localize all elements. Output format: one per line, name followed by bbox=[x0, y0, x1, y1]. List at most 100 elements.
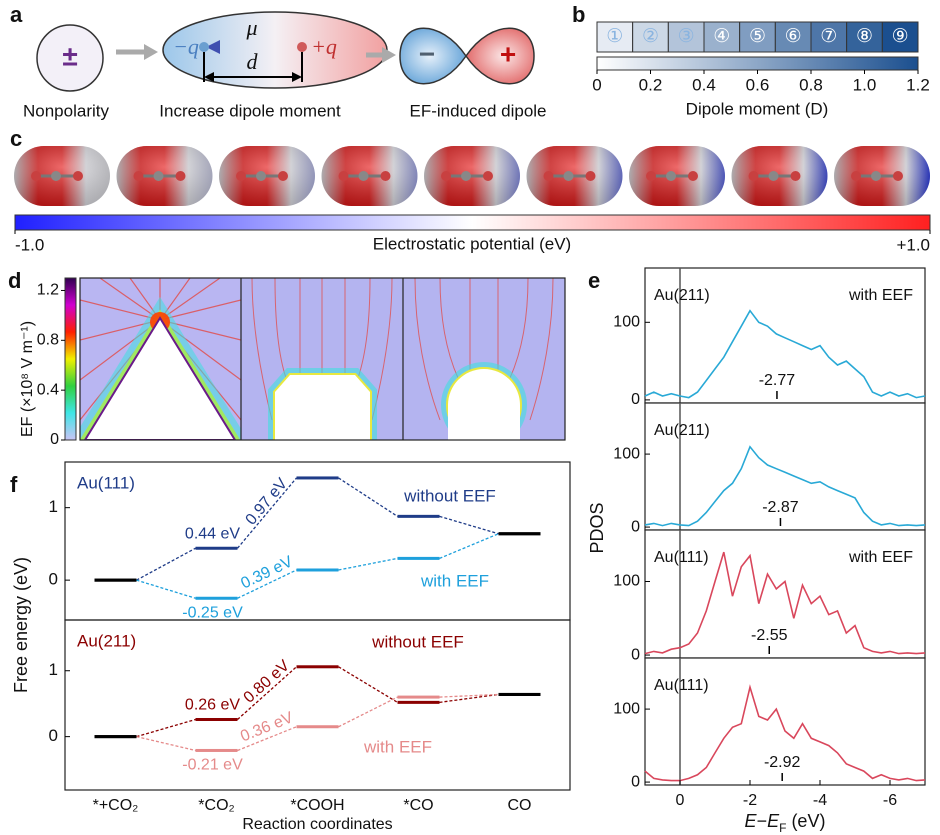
connector bbox=[137, 737, 196, 751]
x-axis-label: Electrostatic potential (eV) bbox=[373, 234, 571, 253]
atom bbox=[544, 171, 554, 181]
chart-title: Au(111) bbox=[77, 473, 135, 492]
y-tick-label: 0 bbox=[49, 570, 58, 589]
distance-symbol: d bbox=[247, 49, 259, 74]
connector bbox=[339, 478, 398, 516]
atom bbox=[73, 171, 83, 181]
value-label: 0.44 eV bbox=[185, 525, 240, 542]
level-label: ② bbox=[642, 26, 659, 47]
value-label: -0.25 eV bbox=[182, 604, 243, 621]
atom bbox=[441, 171, 451, 181]
level-label: ① bbox=[606, 26, 623, 47]
panel-label: a bbox=[10, 2, 23, 27]
x-tick-label: -4 bbox=[813, 792, 827, 809]
atom bbox=[666, 171, 676, 181]
chart-title: Au(211) bbox=[77, 631, 136, 650]
molecule-row bbox=[14, 146, 930, 206]
charge-dot bbox=[297, 42, 307, 52]
series-label: with EEF bbox=[363, 737, 432, 756]
y-tick-label: 1 bbox=[49, 497, 58, 516]
y-tick-label: 100 bbox=[613, 700, 640, 717]
energy-level bbox=[196, 547, 238, 550]
atom bbox=[176, 171, 186, 181]
x-tick-label: +1.0 bbox=[896, 235, 930, 254]
atom bbox=[134, 171, 144, 181]
y-tick-label: 1 bbox=[49, 660, 58, 679]
x-tick-label: 0 bbox=[676, 792, 685, 809]
caption: Increase dipole moment bbox=[159, 101, 341, 120]
x-axis-label: E−EF (eV) bbox=[745, 811, 826, 835]
x-tick-label: CO bbox=[508, 797, 532, 814]
neg-charge: −q bbox=[173, 34, 199, 59]
energy-level bbox=[196, 749, 238, 752]
panel-label: d bbox=[8, 268, 21, 293]
colorbar bbox=[15, 215, 930, 230]
colorbar bbox=[597, 57, 918, 70]
connector bbox=[137, 548, 196, 580]
connector bbox=[137, 580, 196, 598]
level-label: ⑤ bbox=[749, 26, 766, 47]
connector bbox=[440, 516, 499, 533]
y-tick-label: 0 bbox=[49, 726, 58, 745]
annotation: with EEF bbox=[848, 549, 913, 566]
annotation: Au(111) bbox=[654, 677, 709, 694]
arrow-head bbox=[382, 47, 396, 63]
x-axis-label-part: − bbox=[757, 811, 768, 831]
level-label: ⑦ bbox=[820, 26, 837, 47]
field-map bbox=[403, 278, 565, 441]
atom bbox=[769, 171, 779, 181]
x-tick-label: -2 bbox=[743, 792, 757, 809]
atom bbox=[31, 171, 41, 181]
atom bbox=[586, 171, 596, 181]
x-tick-label: 1.0 bbox=[853, 75, 877, 94]
y-tick-label: 0 bbox=[631, 391, 640, 408]
x-tick-label: 0.6 bbox=[746, 75, 770, 94]
connector bbox=[339, 697, 398, 727]
field-map bbox=[241, 278, 403, 440]
atom bbox=[154, 171, 164, 181]
dipole-symbol: μ bbox=[245, 15, 257, 40]
level-label: ⑥ bbox=[785, 26, 802, 47]
series-label: without EEF bbox=[371, 632, 464, 651]
x-tick-label: -6 bbox=[883, 792, 897, 809]
level-label: ③ bbox=[678, 26, 695, 47]
panel-label: c bbox=[10, 126, 22, 151]
y-axis-label: Free energy (eV) bbox=[11, 557, 31, 693]
atom bbox=[688, 171, 698, 181]
caption: EF-induced dipole bbox=[409, 101, 546, 120]
x-tick-label: 0.2 bbox=[639, 75, 663, 94]
energy-level bbox=[196, 718, 238, 721]
atom bbox=[359, 171, 369, 181]
arrow-head bbox=[144, 44, 158, 60]
connector bbox=[339, 667, 398, 703]
atom bbox=[851, 171, 861, 181]
energy-level bbox=[196, 597, 238, 600]
atom bbox=[791, 171, 801, 181]
colorbar bbox=[65, 278, 76, 440]
level-label: ④ bbox=[713, 26, 730, 47]
value-label: -0.21 eV bbox=[182, 757, 243, 774]
y-tick-label: 0 bbox=[631, 518, 640, 535]
energy-level bbox=[499, 532, 541, 535]
atom bbox=[256, 171, 266, 181]
energy-level bbox=[499, 693, 541, 696]
energy-level bbox=[297, 568, 339, 571]
annotation: Au(111) bbox=[654, 549, 709, 566]
x-tick-label: 0.4 bbox=[692, 75, 716, 94]
annotation: with EEF bbox=[848, 287, 913, 304]
energy-level bbox=[95, 579, 137, 582]
y-tick-label: 0.8 bbox=[37, 332, 59, 349]
panel-label: f bbox=[10, 472, 18, 497]
connector bbox=[137, 719, 196, 736]
barrier-label: 0.39 eV bbox=[238, 553, 295, 592]
figure: a b c d e f ± μ −q +q d − + Nonpolarity … bbox=[0, 0, 940, 835]
series-label: without EEF bbox=[403, 486, 496, 505]
y-tick-label: 100 bbox=[613, 573, 640, 590]
x-axis-label-part: F bbox=[779, 821, 786, 835]
barrier-label: 0.36 eV bbox=[238, 709, 296, 745]
y-tick-label: 100 bbox=[613, 445, 640, 462]
d-band-label: -2.55 bbox=[751, 627, 788, 644]
level-label: ⑨ bbox=[892, 26, 909, 47]
plot-frame bbox=[65, 620, 570, 790]
x-tick-label: *CO bbox=[403, 797, 433, 814]
